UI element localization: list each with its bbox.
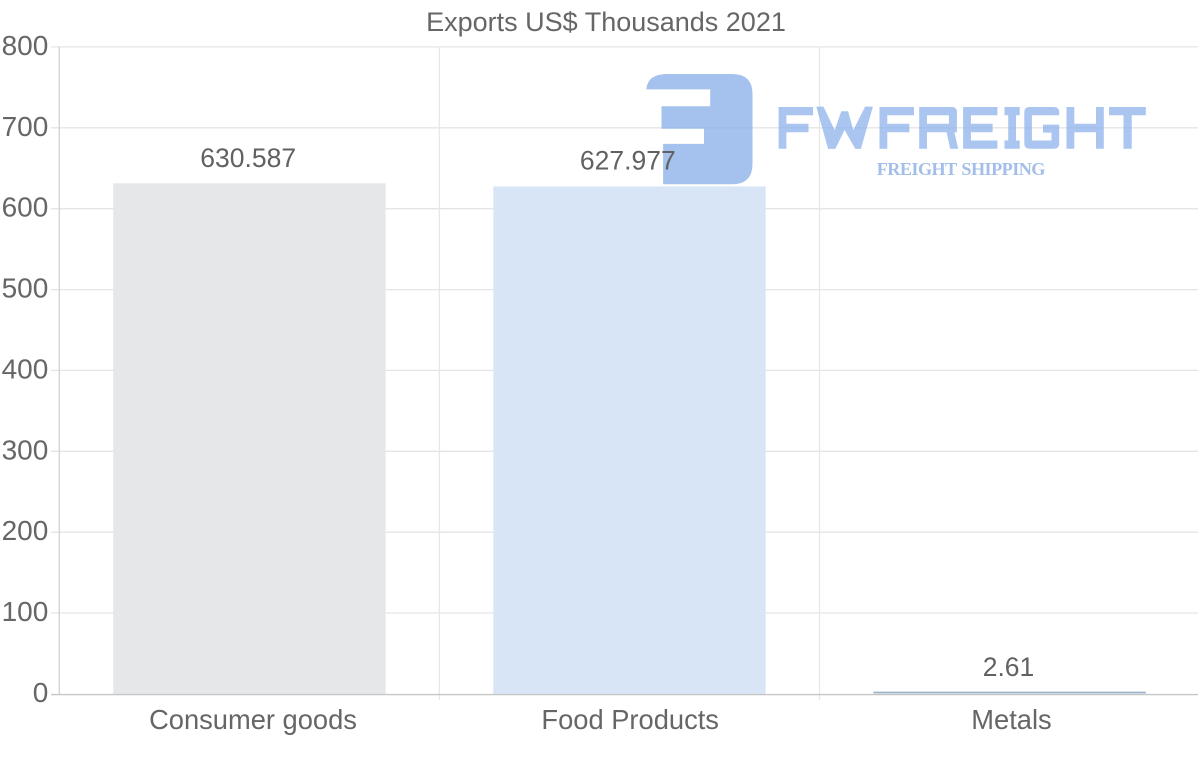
svg-text:627.977: 627.977: [580, 146, 676, 176]
svg-text:100: 100: [2, 596, 49, 627]
svg-text:400: 400: [2, 353, 49, 384]
svg-text:600: 600: [2, 192, 49, 223]
svg-text:Exports US$ Thousands 2021: Exports US$ Thousands 2021: [426, 7, 786, 37]
svg-text:300: 300: [2, 434, 49, 465]
svg-text:0: 0: [33, 677, 49, 708]
svg-text:700: 700: [2, 111, 49, 142]
svg-text:500: 500: [2, 273, 49, 304]
svg-text:2.61: 2.61: [983, 652, 1035, 682]
svg-text:FREIGHT SHIPPING: FREIGHT SHIPPING: [877, 159, 1046, 179]
svg-text:Metals: Metals: [971, 704, 1051, 735]
svg-text:Food Products: Food Products: [541, 704, 719, 735]
svg-text:800: 800: [2, 30, 49, 61]
svg-text:Consumer goods: Consumer goods: [149, 704, 357, 735]
svg-text:200: 200: [2, 515, 49, 546]
svg-text:630.587: 630.587: [200, 143, 296, 173]
